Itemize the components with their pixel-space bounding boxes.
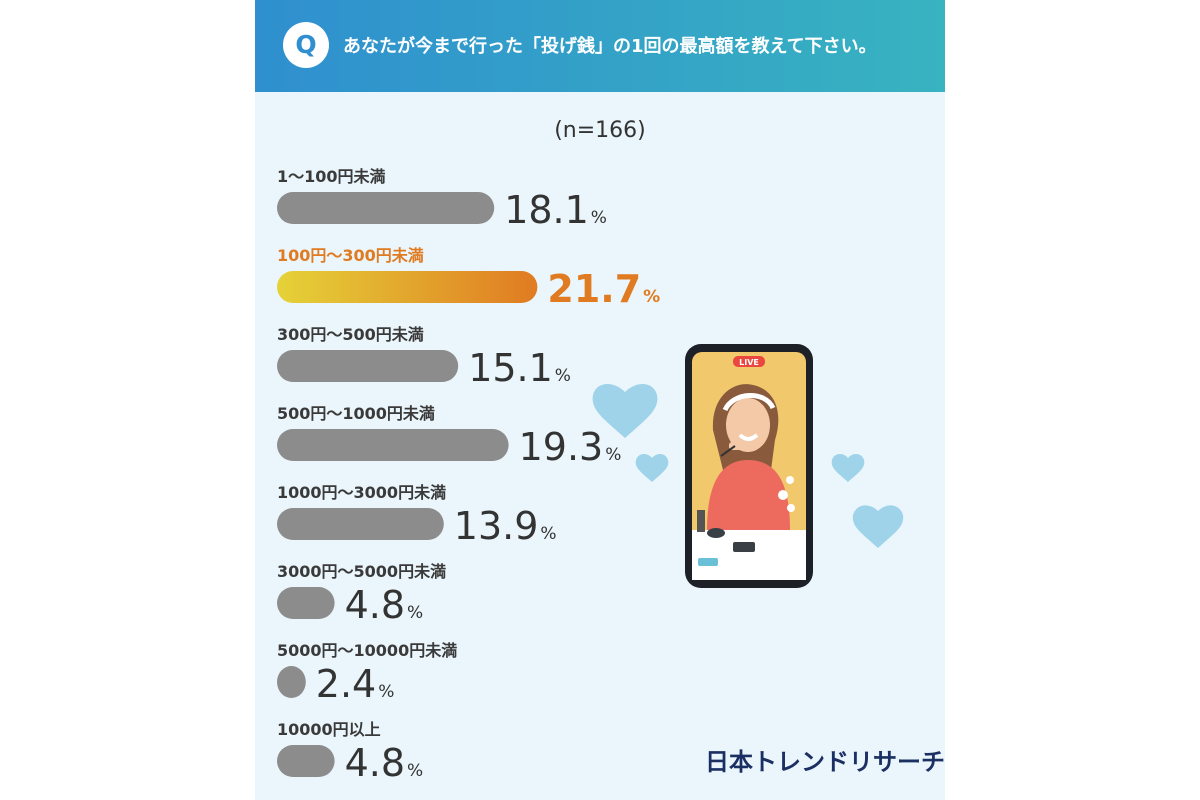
heart-icon xyxy=(852,505,904,548)
category-label: 300円～500円未満 xyxy=(277,325,424,344)
percent-sign: % xyxy=(605,445,621,465)
value-label: 19.3 xyxy=(519,425,604,469)
value-label: 15.1 xyxy=(468,346,553,390)
category-label: 10000円以上 xyxy=(277,720,381,739)
live-badge-text: LIVE xyxy=(739,358,759,367)
bar-chart: 1～100円未満 18.1 % 100円～300円未満 21.7 % 300円～500円未満… xyxy=(277,167,660,785)
bars-group: 1～100円未満 18.1 % 100円～300円未満 21.7 % 300円～500円未満… xyxy=(277,167,660,785)
category-label: 1000円～3000円未満 xyxy=(277,483,446,502)
value-label: 4.8 xyxy=(345,583,405,627)
bar xyxy=(277,350,459,382)
bar xyxy=(277,429,509,461)
category-label: 5000円～10000円未満 xyxy=(277,641,457,660)
percent-sign: % xyxy=(378,682,394,702)
category-label: 500円～1000円未満 xyxy=(277,404,435,423)
percent-sign: % xyxy=(643,287,660,307)
brand-logo: 日本トレンドリサーチ xyxy=(705,748,945,776)
bar xyxy=(277,745,335,777)
value-label: 21.7 xyxy=(547,267,641,311)
percent-sign: % xyxy=(555,366,571,386)
category-label: 3000円～5000円未満 xyxy=(277,562,446,581)
q-badge: Q xyxy=(283,22,329,68)
bar xyxy=(277,587,335,619)
survey-card: Q あなたが今まで行った「投げ銭」の1回の最高額を教えて下さい。 (n=166)… xyxy=(255,0,945,800)
bar xyxy=(277,666,306,698)
value-label: 2.4 xyxy=(316,662,376,706)
category-label: 1～100円未満 xyxy=(277,167,386,186)
phone-livestream-illustration: LIVE xyxy=(592,344,904,588)
category-label: 100円～300円未満 xyxy=(277,246,424,265)
value-label: 18.1 xyxy=(504,188,589,232)
percent-sign: % xyxy=(540,524,556,544)
bar xyxy=(277,192,495,224)
bar xyxy=(277,271,538,303)
question-header: Q あなたが今まで行った「投げ銭」の1回の最高額を教えて下さい。 xyxy=(255,0,945,92)
percent-sign: % xyxy=(407,603,423,623)
bar xyxy=(277,508,444,540)
sample-size: (n=166) xyxy=(554,118,646,143)
heart-icon xyxy=(592,384,658,438)
value-label: 13.9 xyxy=(454,504,539,548)
heart-icon xyxy=(831,454,865,482)
value-label: 4.8 xyxy=(345,741,405,785)
percent-sign: % xyxy=(407,761,423,781)
percent-sign: % xyxy=(591,208,607,228)
heart-icon xyxy=(635,454,669,482)
live-badge xyxy=(733,356,765,367)
question-text: あなたが今まで行った「投げ銭」の1回の最高額を教えて下さい。 xyxy=(343,36,877,57)
